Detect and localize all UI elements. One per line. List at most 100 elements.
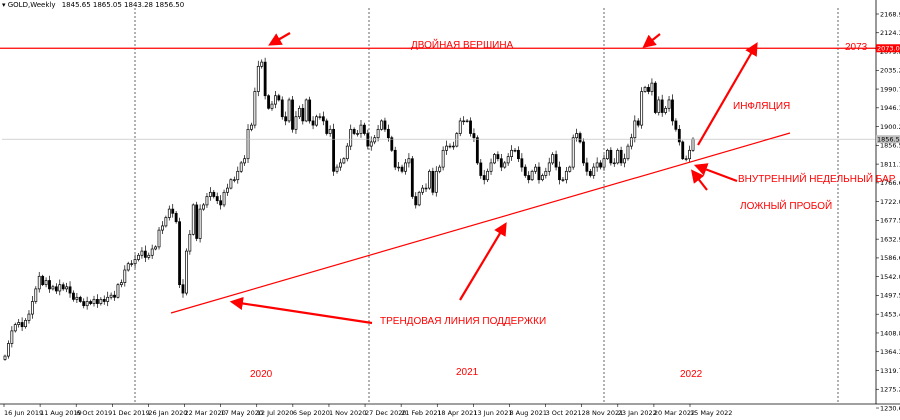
candle [161,221,164,235]
candle-body [469,120,472,134]
candle [438,164,442,174]
candle [619,146,623,166]
candle-body [376,128,380,139]
candle [674,118,678,132]
candle [191,203,195,236]
candle [113,290,116,301]
candle [126,261,130,272]
y-tick-label: 1722.05 [880,198,900,206]
candle-body [527,175,531,181]
candle [664,106,668,115]
candle [558,161,561,185]
candle [27,310,31,324]
candle [359,119,363,138]
candle [510,145,513,161]
candle-body [431,170,435,193]
chart-grid [134,8,839,404]
arrow-inflation [697,42,758,146]
candle-body [3,355,7,360]
candle [462,116,466,125]
candle [164,215,168,228]
candle-body [465,120,469,123]
candle-body [636,120,640,126]
candle-body [383,120,387,130]
candle-body [434,170,438,193]
candle-body [273,95,277,105]
candle-body [106,296,110,302]
candle-body [547,162,551,172]
candle-body [506,156,510,164]
candle [640,87,644,129]
candle [328,125,332,137]
candle [10,326,14,348]
candle-body [681,141,685,160]
candle-body [308,99,312,122]
candle-body [126,263,130,271]
x-tick-label: 16 Jun 2019 [4,409,43,417]
candle-body [479,162,483,176]
candle-body [404,162,407,172]
x-tick-label: 20 Mar 2022 [654,409,695,417]
candle-body [575,133,579,139]
candle [339,158,342,171]
candle [475,135,479,165]
candle [256,60,260,97]
candle [335,164,339,174]
candle-body [246,128,250,160]
candle-body [332,128,336,172]
candle [544,167,548,179]
candle [623,153,626,168]
candle [75,292,79,304]
candle-body [445,145,448,151]
candle [612,158,616,167]
candle-body [660,99,664,113]
candle-body [390,137,394,151]
candle [102,295,106,305]
candle [636,118,640,128]
candle [318,113,322,120]
candle [41,274,45,286]
candle-body [229,179,233,189]
candle-body [339,162,342,168]
candle-body [380,120,383,130]
candle-body [585,162,589,172]
candle-body [677,128,681,143]
level-price-tag: 2073.00 [876,44,900,53]
candle [431,167,435,196]
x-tick-label: 11 Aug 2019 [40,409,82,417]
candle-body [523,166,527,176]
candle-body [602,158,606,168]
y-tick-label: 1497.50 [880,292,900,300]
candle [349,124,353,151]
candle-body [27,313,31,321]
candle-body [24,320,27,328]
candle [421,184,425,195]
candle-body [294,116,298,130]
candle [417,190,421,207]
candle-body [54,286,58,292]
candle-body [78,296,82,302]
candle [243,155,247,166]
candle-body [226,187,229,193]
candle-body [256,65,260,92]
candle [568,165,572,173]
candle-body [441,149,445,168]
candle-body [438,166,442,172]
y-tick-label: 1542.05 [880,273,900,281]
candle-body [369,141,373,147]
candle [578,131,582,144]
candle-body [366,133,370,147]
candle [85,296,89,310]
candle [311,116,315,130]
candle [106,291,110,307]
candle-body [362,124,366,134]
candle [116,283,120,299]
candle-body [571,137,575,168]
candle-body [137,254,140,260]
candle-body [606,149,609,160]
candle [332,123,336,176]
candle [588,168,592,178]
symbol-header: ▾ GOLD,Weekly 1845.65 1865.05 1843.28 18… [2,1,184,9]
candle-body [123,269,127,283]
candle [174,210,178,224]
